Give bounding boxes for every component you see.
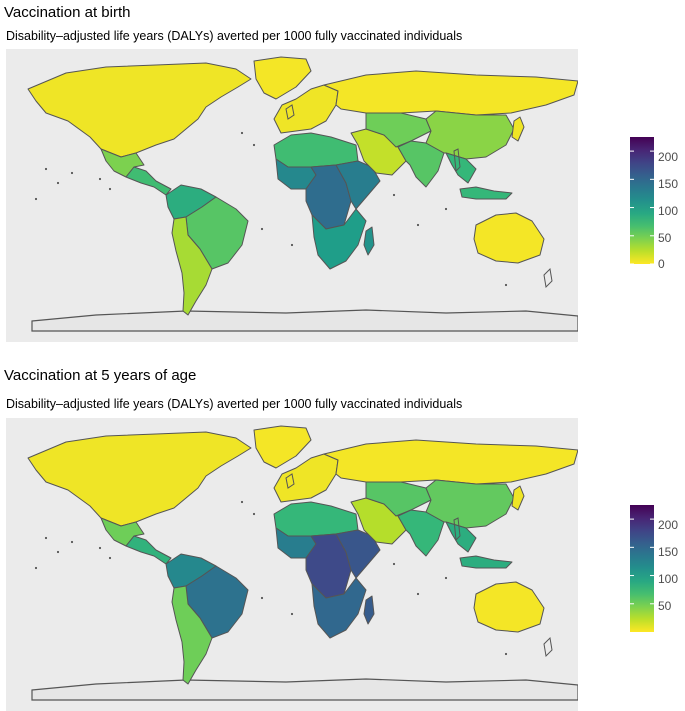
island-dot	[252, 143, 256, 147]
island-dot	[504, 283, 508, 287]
island-dot	[34, 197, 38, 201]
region-central-america	[125, 535, 172, 565]
legend-tick: 150	[658, 177, 679, 191]
island-dot	[444, 207, 448, 211]
legend-tick: 0	[658, 257, 665, 271]
region-southeast-asia	[445, 152, 513, 200]
color-legend: 200 150 100 50 0	[630, 137, 685, 271]
island-dot	[44, 536, 48, 540]
color-legend: 200 150 100 50	[630, 505, 685, 635]
region-china	[425, 479, 515, 529]
island-dot	[392, 193, 396, 197]
island-dot	[444, 576, 448, 580]
island-dot	[260, 596, 264, 600]
island-dot	[240, 500, 244, 504]
island-dot	[56, 550, 60, 554]
antarctica-region	[31, 678, 578, 701]
island-dot	[98, 177, 102, 181]
world-map	[6, 418, 578, 711]
region-china	[425, 110, 515, 160]
panel-subtitle: Disability–adjusted life years (DALYs) a…	[6, 397, 463, 411]
region-south-asia	[397, 509, 445, 557]
region-south-asia	[397, 140, 445, 188]
panel-birth: Vaccination at birth Disability–adjusted…	[0, 0, 685, 350]
region-north-africa	[273, 501, 359, 537]
legend-tick: 50	[658, 231, 672, 245]
island-dot	[98, 546, 102, 550]
region-australia	[473, 212, 545, 264]
island-dot	[290, 243, 294, 247]
island-dot	[290, 612, 294, 616]
region-japan	[511, 116, 525, 142]
region-southeast-asia	[445, 521, 513, 569]
antarctica-region	[31, 309, 578, 332]
island-dot	[416, 223, 420, 227]
region-north-africa	[273, 132, 359, 168]
region-southern-africa	[311, 577, 367, 639]
region-north-america	[27, 62, 252, 158]
region-madagascar	[363, 595, 375, 625]
region-russia	[323, 439, 578, 485]
island-dot	[504, 652, 508, 656]
region-japan	[511, 485, 525, 511]
legend-colorbar	[630, 505, 654, 632]
island-dot	[108, 556, 112, 560]
panel-subtitle: Disability–adjusted life years (DALYs) a…	[6, 29, 463, 43]
legend-tick: 100	[658, 204, 679, 218]
coastline-detail	[285, 104, 553, 289]
panel-age-5: Vaccination at 5 years of age Disability…	[0, 360, 685, 711]
island-dot	[108, 187, 112, 191]
legend-colorbar	[630, 137, 654, 264]
island-dot	[70, 540, 74, 544]
region-madagascar	[363, 226, 375, 256]
legend-tick: 100	[658, 572, 679, 586]
region-south-america-south	[171, 216, 213, 316]
island-dot	[260, 227, 264, 231]
island-dot	[416, 592, 420, 596]
panel-title: Vaccination at 5 years of age	[4, 367, 197, 384]
region-australia	[473, 581, 545, 633]
island-dot	[70, 171, 74, 175]
panel-title: Vaccination at birth	[4, 4, 131, 21]
island-dot	[240, 131, 244, 135]
legend-tick: 150	[658, 545, 679, 559]
region-russia	[323, 70, 578, 116]
world-map	[6, 49, 578, 342]
region-greenland	[253, 425, 312, 469]
legend-tick: 200	[658, 150, 679, 164]
region-central-america	[125, 166, 172, 196]
coastline-detail	[285, 473, 553, 658]
island-dot	[392, 562, 396, 566]
island-dot	[252, 512, 256, 516]
island-dot	[34, 566, 38, 570]
legend-tick: 200	[658, 518, 679, 532]
region-southern-africa	[311, 208, 367, 270]
region-east-africa	[335, 160, 381, 210]
island-dot	[56, 181, 60, 185]
region-north-america	[27, 431, 252, 527]
region-south-america-south	[171, 585, 213, 685]
island-dot	[44, 167, 48, 171]
region-east-africa	[335, 529, 381, 579]
region-greenland	[253, 56, 312, 100]
legend-tick: 50	[658, 599, 672, 613]
